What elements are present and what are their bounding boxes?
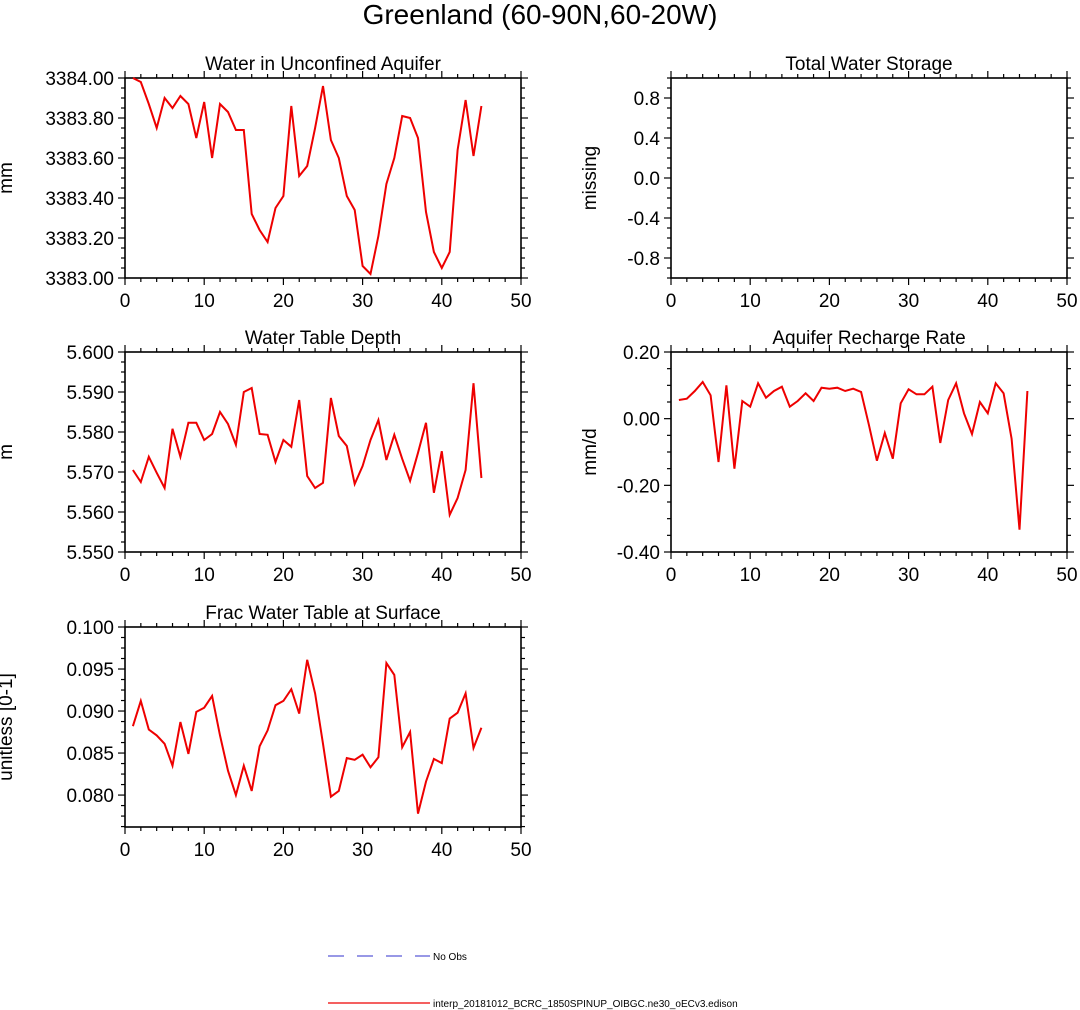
x-tick-label: 10 (194, 291, 215, 312)
plot-frame (124, 77, 522, 279)
plot-frame (124, 351, 522, 553)
panel-title: Frac Water Table at Surface (205, 603, 441, 624)
x-tick-label: 20 (273, 565, 294, 586)
x-tick-label: 20 (819, 565, 840, 586)
y-tick-label: 3384.00 (45, 69, 114, 90)
x-tick-label: 40 (431, 291, 452, 312)
panel-total-water-storage: Total Water Storage 0 10 20 30 40 50 -0.8 -0.4 0.… (580, 54, 1078, 312)
y-tick-label: 5.570 (66, 463, 114, 484)
x-tick-label: 40 (977, 291, 998, 312)
y-tick-label: 3383.60 (45, 149, 114, 170)
x-tick-label: 20 (273, 840, 294, 861)
series-line (678, 380, 1029, 530)
y-tick-label: -0.4 (627, 209, 660, 230)
x-tick-label: 30 (898, 291, 919, 312)
series-line (132, 77, 483, 277)
y-tick-label: 0.00 (623, 410, 660, 431)
x-tick-label: 20 (273, 291, 294, 312)
x-tick-label: 40 (431, 840, 452, 861)
y-axis-label: missing (580, 146, 601, 210)
y-tick-label: 3383.20 (45, 229, 114, 250)
x-tick-label: 50 (1056, 291, 1077, 312)
panel-title: Water in Unconfined Aquifer (205, 54, 442, 75)
y-tick-label: -0.8 (627, 249, 660, 270)
panel-water-table-depth: Water Table Depth 0 10 20 30 40 50 5.550 5.560 5.… (0, 328, 532, 586)
y-tick-label: 0.080 (66, 786, 114, 807)
panel-title: Water Table Depth (245, 328, 401, 349)
x-tick-label: 10 (740, 291, 761, 312)
x-tick-label: 40 (431, 565, 452, 586)
y-axis-label: mm (0, 162, 17, 194)
legend: No Obs interp_20181012_BCRC_1850SPINUP_O… (328, 952, 738, 1010)
panel-aquifer-recharge-rate: Aquifer Recharge Rate 0 10 20 30 40 50 -0.40 -0.… (580, 328, 1078, 586)
plot-frame (670, 351, 1068, 553)
panel-title: Aquifer Recharge Rate (772, 328, 965, 349)
y-tick-label: 0.100 (66, 618, 114, 639)
x-tick-label: 30 (352, 840, 373, 861)
x-tick-label: 30 (352, 565, 373, 586)
x-tick-label: 0 (120, 291, 131, 312)
legend-label-model: interp_20181012_BCRC_1850SPINUP_OIBGC.ne… (433, 999, 738, 1010)
series-line (131, 659, 483, 814)
y-tick-label: 5.550 (66, 543, 114, 564)
y-tick-label: 3383.40 (45, 189, 114, 210)
figure-title: Greenland (60-90N,60-20W) (363, 0, 718, 30)
y-tick-label: 3383.00 (45, 269, 114, 290)
x-tick-label: 0 (120, 565, 131, 586)
x-tick-label: 20 (819, 291, 840, 312)
y-axis-label: mm/d (580, 428, 601, 476)
y-tick-label: 0.090 (66, 702, 114, 723)
y-tick-label: 5.560 (66, 503, 114, 524)
plot-frame (124, 626, 522, 828)
panel-water-in-unconfined-aquifer: Water in Unconfined Aquifer 0 10 20 30 40 50 33… (0, 54, 532, 312)
y-tick-label: -0.20 (617, 476, 660, 497)
y-tick-label: 0.0 (634, 169, 660, 190)
y-tick-label: 0.20 (623, 343, 660, 364)
y-tick-label: 5.590 (66, 383, 114, 404)
x-tick-label: 50 (1056, 565, 1077, 586)
x-tick-label: 0 (120, 840, 131, 861)
x-tick-label: 40 (977, 565, 998, 586)
y-tick-label: 0.4 (634, 129, 661, 150)
y-tick-label: -0.40 (617, 543, 660, 564)
x-tick-label: 10 (740, 565, 761, 586)
y-tick-label: 5.600 (66, 343, 114, 364)
x-tick-label: 50 (510, 840, 531, 861)
series-line (132, 383, 483, 519)
x-tick-label: 0 (666, 565, 677, 586)
panels: Water in Unconfined Aquifer 0 10 20 30 40 50 33… (0, 54, 1078, 861)
x-tick-label: 50 (510, 291, 531, 312)
x-tick-label: 0 (666, 291, 677, 312)
x-tick-label: 30 (898, 565, 919, 586)
y-tick-label: 0.095 (66, 660, 114, 681)
panel-frac-water-table-at-surface: Frac Water Table at Surface 0 10 20 30 40 50 0.… (0, 603, 532, 861)
x-tick-label: 30 (352, 291, 373, 312)
y-tick-label: 5.580 (66, 423, 114, 444)
x-tick-label: 10 (194, 565, 215, 586)
legend-label-no-obs: No Obs (433, 952, 467, 963)
y-tick-label: 0.8 (634, 89, 660, 110)
plot-frame (670, 77, 1068, 279)
x-tick-label: 10 (194, 840, 215, 861)
y-tick-label: 0.085 (66, 744, 114, 765)
x-tick-label: 50 (510, 565, 531, 586)
y-axis-label: m (0, 444, 17, 460)
y-tick-label: 3383.80 (45, 109, 114, 130)
panel-title: Total Water Storage (785, 54, 952, 75)
y-axis-label: unitless [0-1] (0, 673, 17, 781)
